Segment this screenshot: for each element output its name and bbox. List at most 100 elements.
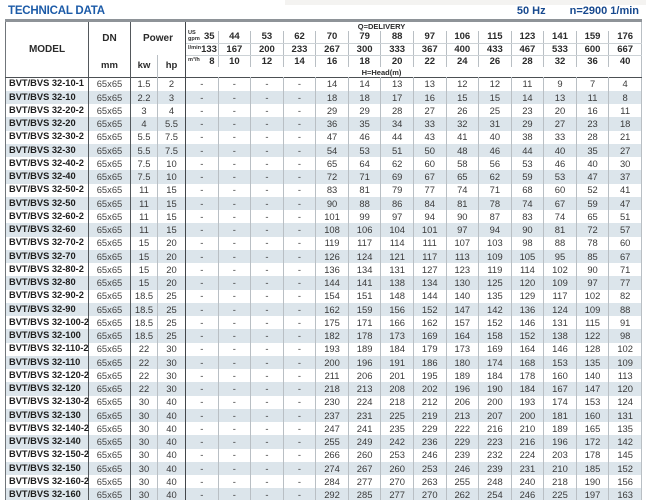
head-value-cell: 33 bbox=[543, 130, 577, 144]
head-value-cell: 277 bbox=[380, 488, 414, 500]
head-value-cell: 138 bbox=[380, 276, 414, 290]
head-value-cell: 178 bbox=[576, 448, 610, 462]
head-value-cell: 231 bbox=[511, 461, 545, 475]
head-value-cell: - bbox=[283, 183, 317, 197]
model-cell: BVT/BVS 32-30 bbox=[5, 143, 89, 157]
model-cell: BVT/BVS 32-70 bbox=[5, 249, 89, 263]
delivery-header-cell: 167 bbox=[218, 43, 252, 56]
head-value-cell: - bbox=[250, 276, 284, 290]
head-value-cell: 267 bbox=[348, 461, 382, 475]
head-value-cell: 8 bbox=[622, 91, 628, 103]
head-value-cell: - bbox=[185, 249, 219, 263]
head-value-cell: 129 bbox=[511, 289, 545, 303]
model-cell: BVT/BVS 32-40-2 bbox=[5, 157, 89, 171]
head-value-cell: 152 bbox=[511, 329, 545, 343]
head-value-cell: 157 bbox=[446, 316, 480, 330]
head-value-cell: - bbox=[185, 369, 219, 383]
kw-cell: 15 bbox=[130, 263, 158, 277]
head-value-cell: 35 bbox=[576, 143, 610, 157]
table-row: BVT/BVS 32-80 65x65 15 20- - - -144 141 138 134 13… bbox=[5, 276, 642, 290]
dn-cell: 65x65 bbox=[88, 422, 131, 436]
kw-cell: 5.5 bbox=[130, 143, 158, 157]
head-value-cell: 47 bbox=[619, 197, 631, 209]
dn-cell: 65x65 bbox=[88, 382, 131, 396]
head-value-cell: 18 bbox=[315, 90, 349, 104]
head-value-cell: - bbox=[185, 422, 219, 436]
head-value-cell: 200 bbox=[511, 408, 545, 422]
head-value-cell: - bbox=[185, 475, 219, 489]
head-value-cell: 162 bbox=[413, 316, 447, 330]
head-value-cell: 249 bbox=[348, 435, 382, 449]
head-value-cell: 169 bbox=[413, 329, 447, 343]
head-value-cell: 174 bbox=[478, 355, 512, 369]
head-value-cell: - bbox=[283, 289, 317, 303]
head-value-cell: 147 bbox=[576, 382, 610, 396]
head-value-cell: 103 bbox=[478, 236, 512, 250]
head-value-cell: - bbox=[218, 395, 252, 409]
kw-cell: 30 bbox=[130, 435, 158, 449]
delivery-header-cell: 667 bbox=[608, 43, 642, 56]
flow-value: 8 bbox=[209, 55, 215, 67]
head-value-cell: 148 bbox=[380, 289, 414, 303]
head-value-cell: 67 bbox=[619, 250, 631, 262]
head-value-cell: - bbox=[185, 408, 219, 422]
head-value-cell: - bbox=[185, 77, 219, 91]
head-value-cell: 54 bbox=[315, 143, 349, 157]
head-value-cell: 57 bbox=[619, 224, 631, 236]
head-value-cell: 164 bbox=[446, 329, 480, 343]
hp-cell: 25 bbox=[157, 289, 187, 303]
head-value-cell: 35 bbox=[348, 117, 382, 131]
head-value-cell: - bbox=[250, 249, 284, 263]
kw-cell: 15 bbox=[130, 249, 158, 263]
head-value-cell: 67 bbox=[543, 196, 577, 210]
head-value-cell: 223 bbox=[478, 435, 512, 449]
head-value-cell: - bbox=[218, 276, 252, 290]
head-value-cell: 40 bbox=[543, 143, 577, 157]
head-value-cell: - bbox=[185, 355, 219, 369]
head-value-cell: 260 bbox=[380, 461, 414, 475]
table-row: BVT/BVS 32-60 65x65 11 15- - - -108 106 104 101 97… bbox=[5, 223, 642, 237]
dn-unit-label: mm bbox=[88, 55, 131, 77]
head-value-cell: - bbox=[185, 276, 219, 290]
head-value-cell: - bbox=[185, 210, 219, 224]
dn-cell: 65x65 bbox=[88, 408, 131, 422]
head-value-cell: 81 bbox=[348, 183, 382, 197]
hp-cell: 40 bbox=[157, 475, 187, 489]
model-cell: BVT/BVS 32-120 bbox=[5, 382, 89, 396]
head-value-cell: - bbox=[218, 329, 252, 343]
hp-cell: 30 bbox=[157, 355, 187, 369]
kw-cell: 22 bbox=[130, 382, 158, 396]
table-row: BVT/BVS 32-50-2 65x65 11 15- - - -83 81 79 77 74 71… bbox=[5, 183, 642, 197]
dn-cell: 65x65 bbox=[88, 461, 131, 475]
head-value-cell: - bbox=[250, 302, 284, 316]
head-value-cell: 152 bbox=[413, 302, 447, 316]
model-cell: BVT/BVS 32-40 bbox=[5, 170, 89, 184]
hp-cell: 3 bbox=[157, 90, 187, 104]
head-value-cell: 65 bbox=[446, 170, 480, 184]
head-value-cell: 146 bbox=[511, 316, 545, 330]
head-value-cell: 128 bbox=[576, 342, 610, 356]
hp-cell: 5.5 bbox=[157, 117, 187, 131]
head-value-cell: 34 bbox=[380, 117, 414, 131]
head-value-cell: 246 bbox=[446, 461, 480, 475]
head-value-cell: 71 bbox=[348, 170, 382, 184]
head-value-cell: - bbox=[218, 369, 252, 383]
head-value-cell: - bbox=[218, 461, 252, 475]
head-value-cell: 43 bbox=[413, 130, 447, 144]
hp-cell: 25 bbox=[157, 316, 187, 330]
dn-cell: 65x65 bbox=[88, 435, 131, 449]
table-row: BVT/BVS 32-120-2 65x65 22 30- - - -211 206 201 19… bbox=[5, 369, 642, 383]
model-cell: BVT/BVS 32-70-2 bbox=[5, 236, 89, 250]
table-row: BVT/BVS 32-20-2 65x65 3 4- - - -29 29 28 27 26 25 23… bbox=[5, 104, 642, 118]
head-value-cell: 167 bbox=[543, 382, 577, 396]
delivery-header-cell: 533 bbox=[543, 43, 577, 56]
dn-cell: 65x65 bbox=[88, 316, 131, 330]
head-value-cell: 115 bbox=[576, 316, 610, 330]
head-value-cell: 11 bbox=[620, 104, 631, 116]
table-row: BVT/BVS 32-120 65x65 22 30- - - -218 213 208 202 1… bbox=[5, 382, 642, 396]
head-value-cell: 64 bbox=[348, 157, 382, 171]
head-value-cell: - bbox=[283, 104, 317, 118]
head-value-cell: 136 bbox=[511, 302, 545, 316]
head-value-cell: 173 bbox=[446, 342, 480, 356]
delivery-header-cell: 36 bbox=[576, 55, 610, 67]
